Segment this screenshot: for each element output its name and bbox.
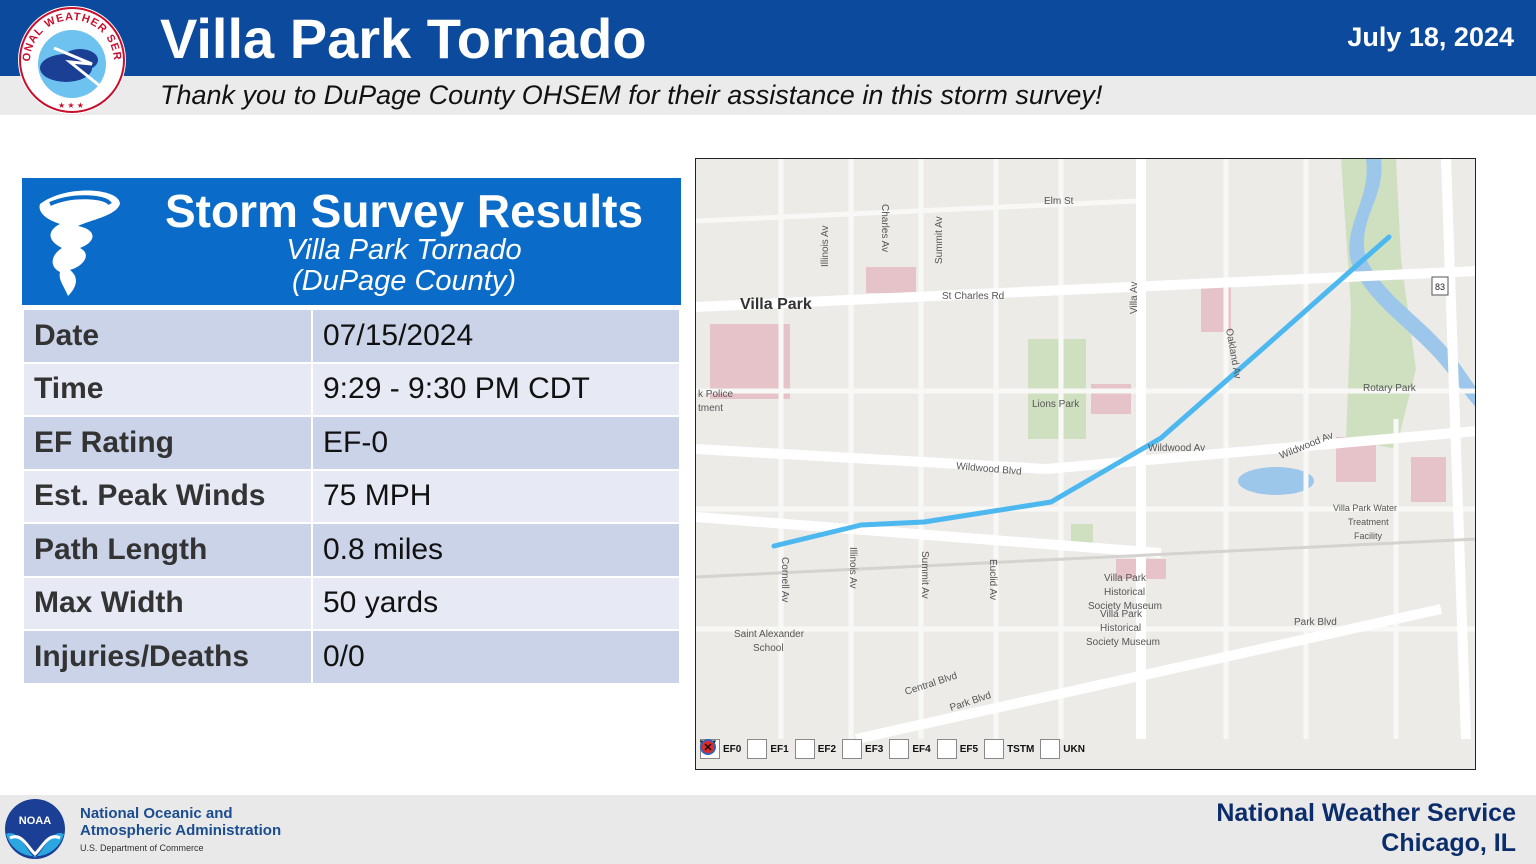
map-label: Historical: [1100, 623, 1141, 634]
map-label: Rotary Park: [1363, 383, 1417, 394]
map-canvas: 83 Villa Park Elm St St Charles Rd Illin…: [696, 159, 1475, 769]
row-label: Time: [22, 361, 313, 417]
survey-results-table: Date 07/15/2024 Time 9:29 - 9:30 PM CDT EF…: [22, 308, 681, 685]
survey-card-title: Storm Survey Results: [164, 185, 644, 237]
ukn-circle-icon: [700, 739, 716, 755]
noaa-logo-text: NOAA: [19, 815, 51, 827]
legend-label: EF3: [865, 743, 884, 755]
legend-item-ef3: EF3: [700, 739, 884, 759]
legend-label: EF2: [817, 743, 837, 755]
map-label: Treatment: [1348, 517, 1389, 527]
table-row: EF Rating EF-0: [22, 415, 681, 471]
map-label: Euclid Av: [987, 559, 998, 600]
survey-card-county: (DuPage County): [291, 265, 517, 297]
tornado-track-map[interactable]: 83 Villa Park Elm St St Charles Rd Illin…: [695, 158, 1476, 770]
map-label: Lions Park: [1032, 399, 1080, 410]
row-label: Date: [22, 308, 313, 364]
table-row: Injuries/Deaths 0/0: [22, 629, 681, 685]
row-value: 0/0: [311, 629, 681, 685]
map-label: Cornell Av: [779, 557, 790, 602]
table-row: Date 07/15/2024: [22, 308, 681, 364]
legend-label: UKN: [1063, 743, 1085, 755]
building: [710, 324, 790, 399]
tornado-icon: [39, 190, 120, 296]
legend-label: EF5: [959, 743, 979, 755]
nws-office-location: Chicago, IL: [1381, 829, 1516, 857]
legend-label: EF4: [912, 743, 931, 755]
map-label: Summit Av: [934, 216, 945, 264]
row-value: 75 MPH: [311, 468, 681, 524]
route-shield-icon: [1431, 276, 1449, 296]
row-value: 9:29 - 9:30 PM CDT: [311, 361, 681, 417]
row-value: 07/15/2024: [311, 308, 681, 364]
map-label: Society Museum: [1086, 637, 1160, 648]
building: [866, 267, 916, 293]
row-label: Est. Peak Winds: [22, 468, 313, 524]
map-label: Saint Alexander: [734, 629, 805, 640]
footer-bar: [0, 795, 1536, 864]
map-label: Wildwood Av: [1148, 443, 1205, 454]
page-title: Villa Park Tornado: [160, 7, 647, 70]
map-label: Facility: [1354, 531, 1383, 541]
map-label: Elm St: [1044, 196, 1074, 207]
table-row: Time 9:29 - 9:30 PM CDT: [22, 361, 681, 417]
row-value: 50 yards: [311, 575, 681, 631]
nws-office-name: National Weather Service: [1216, 799, 1516, 827]
row-label: Max Width: [22, 575, 313, 631]
map-label: School: [753, 643, 784, 654]
row-value: 0.8 miles: [311, 522, 681, 578]
row-label: Injuries/Deaths: [22, 629, 313, 685]
map-label: Villa Park: [1100, 609, 1143, 620]
legend-item-ef1: EF1: [700, 739, 789, 759]
map-label: Villa Park Water: [1333, 503, 1397, 513]
legend-label: EF0: [723, 743, 742, 755]
row-value: EF-0: [311, 415, 681, 471]
svg-text:★ ★ ★: ★ ★ ★: [58, 101, 84, 110]
map-label: k Police: [698, 389, 733, 400]
header-bar: [0, 0, 1536, 76]
noaa-name-line1: National Oceanic and: [80, 805, 233, 822]
legend-item-tstm: TSTM: [700, 739, 1035, 759]
map-label: Villa Park: [1104, 573, 1147, 584]
map-label: Illinois Av: [820, 225, 831, 267]
legend-item-ef5: EF5: [700, 739, 979, 759]
table-row: Est. Peak Winds 75 MPH: [22, 468, 681, 524]
pond: [1238, 467, 1314, 495]
legend-item-ukn: UKN: [700, 739, 1085, 759]
noaa-department: U.S. Department of Commerce: [80, 843, 204, 853]
map-label: Illinois Av: [847, 547, 858, 589]
map-label: St Charles Rd: [942, 291, 1004, 302]
row-label: EF Rating: [22, 415, 313, 471]
map-label: Park Blvd: [1294, 617, 1337, 628]
map-label: Summit Av: [919, 551, 930, 599]
tornado-track-path[interactable]: [771, 234, 1392, 549]
survey-card-subtitle: Villa Park Tornado: [286, 234, 522, 266]
map-label: 83: [1435, 282, 1445, 292]
ef-legend: EF0 EF1 EF2 EF3 EF4 EF5 TSTM UKN: [700, 739, 1085, 759]
map-label: Villa Park: [740, 296, 812, 313]
table-row: Max Width 50 yards: [22, 575, 681, 631]
table-row: Path Length 0.8 miles: [22, 522, 681, 578]
header-date: July 18, 2024: [1347, 22, 1514, 52]
thanks-bar: [0, 76, 1536, 115]
building: [1411, 457, 1446, 502]
row-label: Path Length: [22, 522, 313, 578]
creek: [1349, 159, 1475, 407]
map-label: Charles Av: [879, 204, 890, 252]
thanks-text: Thank you to DuPage County OHSEM for the…: [160, 80, 1103, 110]
legend-item-ef2: EF2: [700, 739, 837, 759]
legend-label: EF1: [770, 743, 789, 755]
map-label: Society Museum: [1088, 601, 1162, 612]
noaa-name-line2: Atmospheric Administration: [80, 822, 282, 839]
legend-label: TSTM: [1007, 743, 1035, 755]
legend-item-ef4: EF4: [700, 739, 931, 759]
nws-logo: NATIONAL WEATHER SERVICE ★ ★ ★: [14, 4, 126, 114]
survey-card-header: [22, 178, 681, 305]
noaa-logo: NOAA: [5, 799, 65, 859]
map-label: Historical: [1104, 587, 1145, 598]
map-label: tment: [698, 403, 723, 414]
map-label: Villa Av: [1129, 282, 1140, 314]
